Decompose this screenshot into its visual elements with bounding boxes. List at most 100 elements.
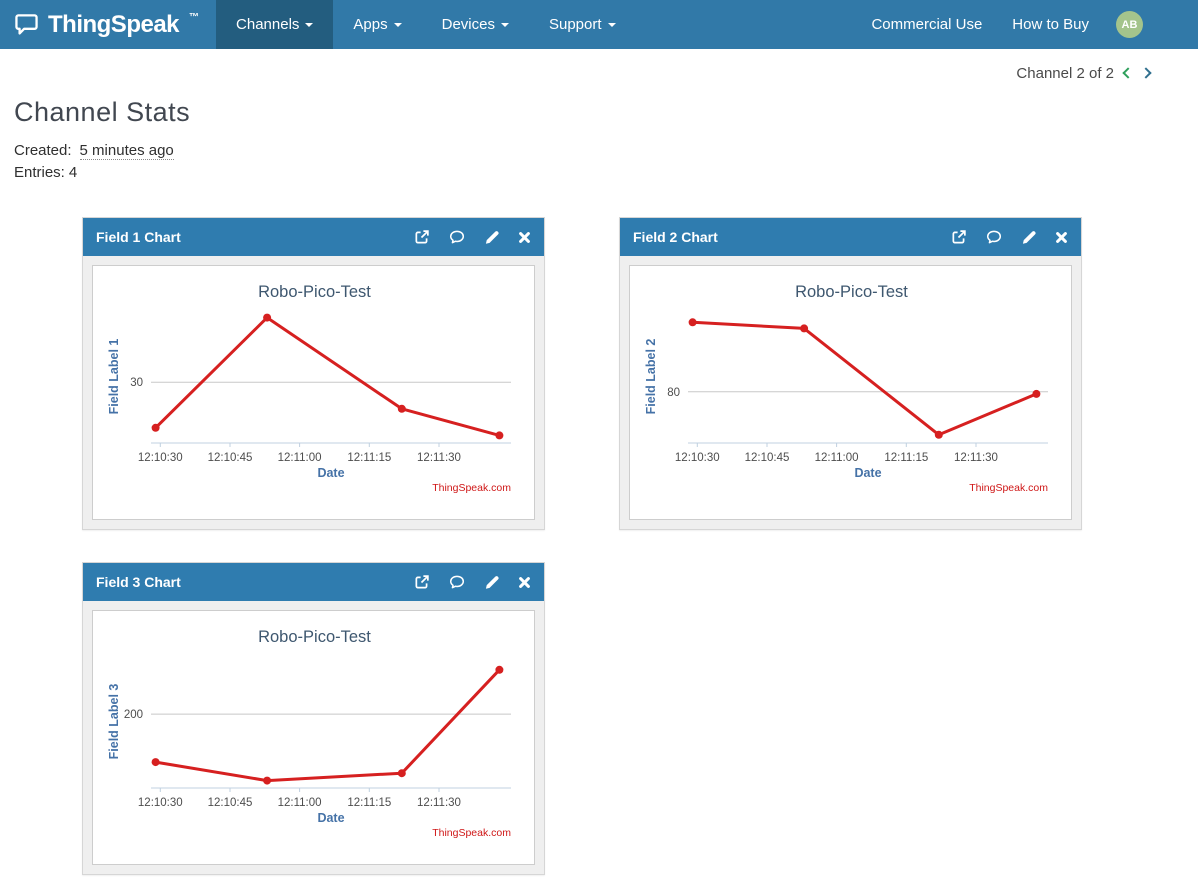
nav-item-channels[interactable]: Channels <box>216 0 334 49</box>
nav-label: Commercial Use <box>871 16 983 33</box>
data-point <box>1032 389 1041 398</box>
nav-label: Channels <box>236 16 300 33</box>
data-point <box>263 776 272 785</box>
nav-item-apps[interactable]: Apps <box>333 0 421 49</box>
nav-item-support[interactable]: Support <box>529 0 636 49</box>
thingspeak-brand[interactable]: ThingSpeak ™ <box>0 0 216 49</box>
next-channel-icon[interactable] <box>1140 67 1152 79</box>
nav-label: Apps <box>353 16 388 33</box>
x-tick-label: 12:11:00 <box>278 452 322 464</box>
data-line <box>691 320 1038 437</box>
nav-label: How to Buy <box>1012 16 1089 33</box>
data-point <box>151 758 160 767</box>
external-link-icon[interactable] <box>414 229 430 245</box>
external-link-icon[interactable] <box>951 229 967 245</box>
panel-actions <box>414 229 531 245</box>
created-row: Created: 5 minutes ago <box>0 140 1198 162</box>
panel-title: Field 3 Chart <box>96 574 181 590</box>
thingspeak-logo-icon <box>15 14 38 35</box>
entries-value: 4 <box>68 164 78 181</box>
field1-chart-panel: Field 1 Chart Robo-Pico-Test Field Label … <box>82 217 545 530</box>
main-nav: Channels Apps Devices Support <box>216 0 636 49</box>
trademark-symbol: ™ <box>189 12 200 23</box>
user-avatar[interactable]: AB <box>1116 11 1143 38</box>
x-tick-label: 12:10:45 <box>208 452 253 464</box>
nav-item-commercial-use[interactable]: Commercial Use <box>856 16 997 33</box>
brand-text: ThingSpeak <box>48 10 180 38</box>
navbar: ThingSpeak ™ Channels Apps Devices Suppor… <box>0 0 1198 49</box>
caret-down-icon <box>500 22 509 27</box>
x-tick-label: 12:11:00 <box>278 797 322 809</box>
panel-body: Robo-Pico-Test Field Label 3 200 12:10:30 12… <box>83 601 544 874</box>
page-title: Channel Stats <box>14 97 191 127</box>
nav-label: Support <box>548 16 602 33</box>
panel-heading: Field 3 Chart <box>83 563 544 601</box>
comment-icon[interactable] <box>986 229 1002 245</box>
data-point <box>397 404 406 413</box>
charts-grid: Field 1 Chart Robo-Pico-Test Field Label … <box>82 217 1083 875</box>
x-axis-title: Date <box>854 466 881 480</box>
field1-line-chart: Robo-Pico-Test Field Label 1 30 12:10:30 12:… <box>92 265 535 520</box>
edit-pencil-icon[interactable] <box>484 575 499 590</box>
y-axis-title: Field Label 3 <box>107 684 121 760</box>
x-tick-label: 12:10:30 <box>138 797 183 809</box>
line-chart-svg: Robo-Pico-Test Field Label 3 200 12:10:30 12… <box>107 628 511 839</box>
chart-credits: ThingSpeak.com <box>432 482 511 494</box>
comment-icon[interactable] <box>449 229 465 245</box>
y-axis-title: Field Label 1 <box>107 339 121 415</box>
x-tick-label: 12:10:45 <box>208 797 253 809</box>
panel-actions <box>951 229 1068 245</box>
x-tick-label: 12:11:15 <box>884 452 928 464</box>
x-tick-label: 12:11:30 <box>417 452 461 464</box>
comment-icon[interactable] <box>449 574 465 590</box>
panel-title: Field 1 Chart <box>96 229 181 245</box>
nav-label: Devices <box>441 16 495 33</box>
chart-credits: ThingSpeak.com <box>432 827 511 839</box>
x-tick-label: 12:11:30 <box>954 452 998 464</box>
data-point <box>397 769 406 778</box>
field3-chart-panel: Field 3 Chart Robo-Pico-Test Field Label … <box>82 562 545 875</box>
chart-title: Robo-Pico-Test <box>258 628 371 646</box>
line-chart-svg: Robo-Pico-Test Field Label 2 80 12:10:30 12:… <box>644 283 1048 494</box>
panel-body: Robo-Pico-Test Field Label 2 80 12:10:30 12:… <box>620 256 1081 529</box>
field2-line-chart: Robo-Pico-Test Field Label 2 80 12:10:30 12:… <box>629 265 1072 520</box>
x-axis-title: Date <box>317 811 344 825</box>
edit-pencil-icon[interactable] <box>1021 230 1036 245</box>
data-point <box>495 665 504 674</box>
x-tick-label: 12:10:45 <box>745 452 790 464</box>
line-chart-svg: Robo-Pico-Test Field Label 1 30 12:10:30 12:… <box>107 283 511 494</box>
field3-line-chart: Robo-Pico-Test Field Label 3 200 12:10:30 12… <box>92 610 535 865</box>
entries-label: Entries: <box>14 164 65 181</box>
x-tick-label: 12:11:15 <box>347 452 391 464</box>
y-tick-label: 30 <box>130 377 143 389</box>
previous-channel-icon[interactable] <box>1122 67 1134 79</box>
nav-item-devices[interactable]: Devices <box>422 0 529 49</box>
data-line <box>154 668 501 783</box>
data-point <box>934 430 943 439</box>
y-axis-title: Field Label 2 <box>644 339 658 415</box>
external-link-icon[interactable] <box>414 574 430 590</box>
panel-actions <box>414 574 531 590</box>
panel-title: Field 2 Chart <box>633 229 718 245</box>
chart-title: Robo-Pico-Test <box>258 283 371 301</box>
close-icon[interactable] <box>1055 231 1068 244</box>
caret-down-icon <box>393 22 402 27</box>
panel-body: Robo-Pico-Test Field Label 1 30 12:10:30 12:… <box>83 256 544 529</box>
x-axis-title: Date <box>317 466 344 480</box>
edit-pencil-icon[interactable] <box>484 230 499 245</box>
created-value[interactable]: 5 minutes ago <box>79 142 174 160</box>
data-point <box>495 431 504 440</box>
x-tick-label: 12:11:15 <box>347 797 391 809</box>
chart-title: Robo-Pico-Test <box>795 283 908 301</box>
caret-down-icon <box>305 22 314 27</box>
panel-heading: Field 1 Chart <box>83 218 544 256</box>
caret-down-icon <box>607 22 616 27</box>
chart-credits: ThingSpeak.com <box>969 482 1048 494</box>
nav-item-how-to-buy[interactable]: How to Buy <box>997 16 1104 33</box>
data-point <box>151 423 160 432</box>
close-icon[interactable] <box>518 576 531 589</box>
data-point <box>800 324 809 333</box>
data-line <box>154 316 501 437</box>
created-label: Created: <box>14 142 72 159</box>
close-icon[interactable] <box>518 231 531 244</box>
